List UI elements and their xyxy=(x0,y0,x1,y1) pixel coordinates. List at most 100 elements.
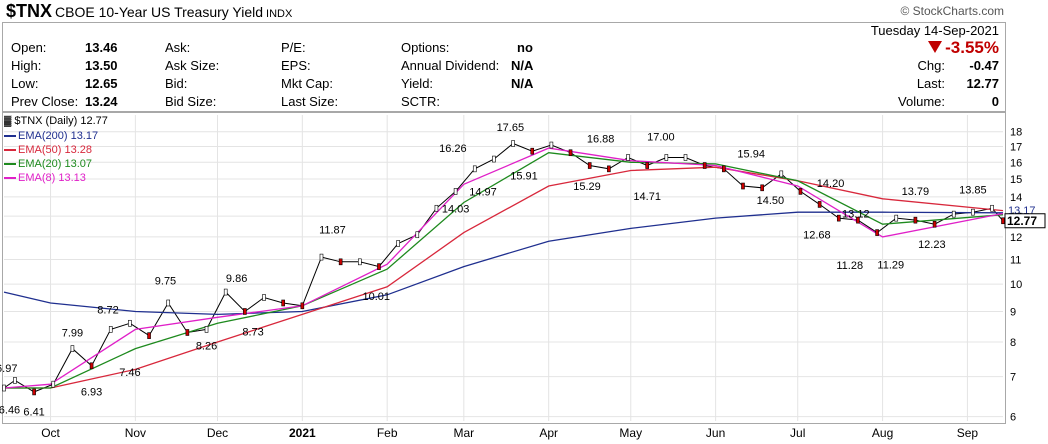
prev-close-value: 13.24 xyxy=(85,94,118,109)
open-label: Open: xyxy=(11,40,47,55)
high-value: 13.50 xyxy=(85,58,118,73)
x-tick-label: Jul xyxy=(790,426,805,440)
chart-panel xyxy=(2,112,1006,424)
price-annotation: 11.87 xyxy=(319,225,346,237)
chart-icon: ▓ xyxy=(4,116,12,127)
price-candle xyxy=(434,204,439,212)
price-candle xyxy=(568,149,573,157)
price-candle xyxy=(13,377,17,384)
price-candle xyxy=(262,294,266,301)
x-tick-label: Mar xyxy=(453,426,474,440)
price-candle xyxy=(281,299,285,307)
chart-axes: 6789101112131415161718OctNovDec2021FebMa… xyxy=(41,127,1046,440)
quote-panel: Open: 13.46 High: 13.50 Low: 12.65 Prev … xyxy=(2,22,1006,112)
options-label: Options: xyxy=(401,40,450,55)
y-tick-label: 10 xyxy=(1010,279,1022,291)
price-annotation: 15.91 xyxy=(510,171,538,183)
price-candle xyxy=(587,162,592,169)
chart-legend: ▓ $TNX (Daily) 12.77 EMA(200) 13.17 EMA(… xyxy=(4,114,108,185)
price-candle xyxy=(492,155,496,163)
ema200-line xyxy=(3,211,1004,316)
price-candle xyxy=(626,154,630,161)
last-price-tag: 12.77 xyxy=(1007,214,1037,228)
price-annotation: 7.99 xyxy=(62,327,83,339)
ask-size-label: Ask Size: xyxy=(165,58,220,73)
price-annotation: 15.94 xyxy=(737,148,765,160)
price-annotation: 8.72 xyxy=(97,305,118,317)
legend-ema50-text: EMA(50) 13.28 xyxy=(18,144,92,156)
price-candle xyxy=(856,216,860,224)
ema20-line xyxy=(4,152,1004,389)
chart-lines xyxy=(2,140,1005,396)
price-candle xyxy=(530,147,535,155)
price-candle xyxy=(472,165,477,173)
price-candle xyxy=(798,188,803,195)
price-candle xyxy=(300,302,305,310)
price-annotation: 6.41 xyxy=(23,406,44,418)
last-value: 12.77 xyxy=(966,76,999,91)
options-value: no xyxy=(517,40,533,55)
price-candle xyxy=(664,154,669,161)
price-candle xyxy=(607,165,611,173)
price-candle xyxy=(836,214,841,222)
change-label: Chg: xyxy=(917,58,945,73)
ticker-symbol: $TNX xyxy=(6,1,53,21)
volume-value: 0 xyxy=(991,94,999,109)
price-candle xyxy=(760,184,764,192)
legend-ema50-swatch xyxy=(4,149,16,152)
legend-ema20: EMA(20) 13.07 xyxy=(4,157,108,171)
price-annotation: 11.28 xyxy=(836,260,863,272)
annual-dividend-label: Annual Dividend: xyxy=(401,58,500,73)
price-candle xyxy=(990,204,994,212)
price-annotation: 17.00 xyxy=(647,132,675,144)
price-candle xyxy=(817,201,822,208)
y-tick-label: 14 xyxy=(1010,192,1022,204)
price-annotation: 6.97 xyxy=(0,363,17,375)
x-tick-label: Feb xyxy=(377,426,398,440)
open-value: 13.46 xyxy=(85,40,118,55)
price-annotation: 13.79 xyxy=(902,186,930,198)
low-label: Low: xyxy=(11,76,39,91)
price-candle xyxy=(223,288,228,296)
change-value: -0.47 xyxy=(969,58,999,73)
price-annotation: 9.75 xyxy=(155,276,176,288)
down-arrow-icon xyxy=(928,41,943,53)
price-candle xyxy=(894,214,899,222)
price-annotation: 14.03 xyxy=(442,203,470,215)
price-annotation: 12.23 xyxy=(918,239,946,251)
price-candle xyxy=(951,210,956,218)
y-tick-label: 12 xyxy=(1010,232,1022,244)
price-annotation: 17.65 xyxy=(497,122,525,134)
price-candle xyxy=(913,216,918,224)
price-candle xyxy=(89,362,94,370)
quote-date: Tuesday 14-Sep-2021 xyxy=(870,23,999,38)
price-candle xyxy=(415,231,420,239)
yield-value: N/A xyxy=(511,76,534,91)
brand-watermark: © StockCharts.com xyxy=(900,4,1004,18)
y-tick-label: 18 xyxy=(1010,127,1022,139)
pe-label: P/E: xyxy=(281,40,306,55)
price-annotation: 8.26 xyxy=(196,341,217,353)
last-size-label: Last Size: xyxy=(281,94,339,109)
legend-price: ▓ $TNX (Daily) 12.77 xyxy=(4,114,108,129)
yield-label: Yield: xyxy=(401,76,434,91)
legend-ema8: EMA(8) 13.13 xyxy=(4,171,108,185)
price-candle xyxy=(319,253,324,261)
price-candle xyxy=(1001,217,1005,225)
price-annotation: 11.29 xyxy=(877,260,904,272)
price-annotation: 6.46 xyxy=(0,404,20,416)
bid-label: Bid: xyxy=(165,76,188,91)
price-candle xyxy=(185,329,190,336)
price-candle xyxy=(338,258,343,266)
price-annotation: 14.71 xyxy=(633,191,661,203)
percent-change: -3.55% xyxy=(928,38,999,58)
price-candle xyxy=(683,154,688,161)
prev-close-label: Prev Close: xyxy=(11,94,79,109)
price-annotation: 12.68 xyxy=(803,230,831,242)
y-tick-label: 9 xyxy=(1010,306,1016,318)
ema8-line xyxy=(3,147,1004,389)
legend-ema8-text: EMA(8) 13.13 xyxy=(18,172,86,184)
price-candle xyxy=(779,170,784,178)
price-candle xyxy=(32,388,36,396)
